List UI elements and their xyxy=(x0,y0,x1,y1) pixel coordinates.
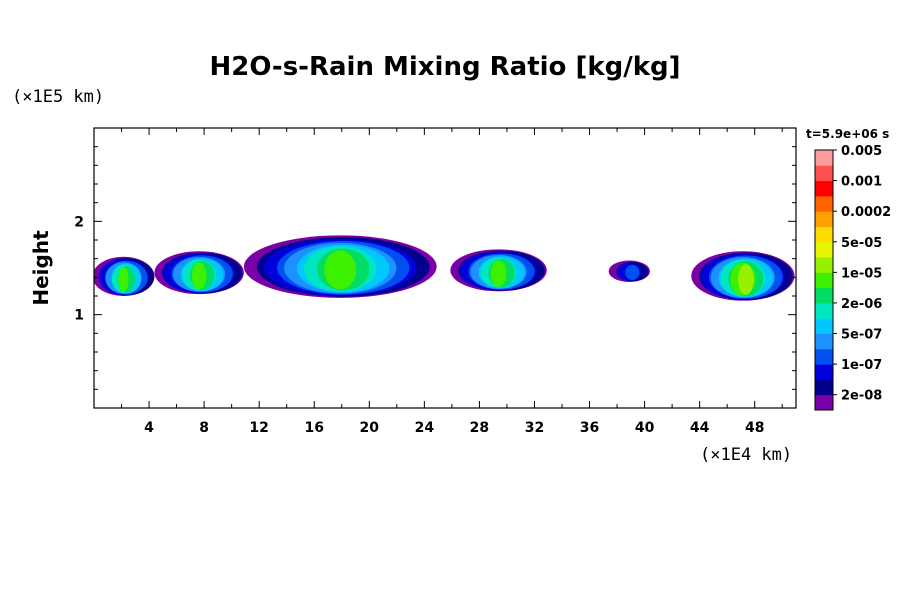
colorbar-label: 0.005 xyxy=(841,144,882,159)
rain-field xyxy=(94,235,795,301)
colorbar-label: 5e-07 xyxy=(841,328,882,343)
colorbar-swatch xyxy=(815,165,833,182)
x-tick-label: 36 xyxy=(580,420,599,436)
colorbar: 2e-08 1e-07 5e-07 2e-06 1e-05 5e-05 0.0002 0.00… xyxy=(814,144,891,411)
colorbar-swatch xyxy=(815,272,833,289)
colorbar-swatch xyxy=(815,318,833,335)
colorbar-frame xyxy=(814,149,834,411)
x-tick-label: 32 xyxy=(525,420,544,436)
plot-frame xyxy=(93,127,797,409)
colorbar-swatch xyxy=(815,211,833,227)
x-tick-label: 48 xyxy=(745,420,764,436)
rain-cell-level xyxy=(191,262,207,290)
y-unit-label: (×1E5 km) xyxy=(12,87,104,107)
x-tick-label: 8 xyxy=(199,420,209,436)
x-tick-label: 16 xyxy=(304,420,323,436)
chart-title: H2O-s-Rain Mixing Ratio [kg/kg] xyxy=(209,52,680,82)
colorbar-label: 1e-07 xyxy=(841,358,882,373)
colorbar-swatch xyxy=(815,287,833,304)
x-tick-label: 40 xyxy=(635,420,655,436)
x-tick-label: 28 xyxy=(470,420,489,436)
rain-cell-level xyxy=(625,264,640,281)
x-unit-label: (×1E4 km) xyxy=(700,445,792,465)
x-tick-label: 20 xyxy=(360,420,380,436)
colorbar-swatch xyxy=(815,333,833,350)
colorbar-swatch xyxy=(815,364,833,380)
colorbar-label: 5e-05 xyxy=(841,236,882,251)
colorbar-swatch xyxy=(815,226,833,243)
x-tick-label: 24 xyxy=(415,420,435,436)
colorbar-label: 0.001 xyxy=(841,175,882,190)
colorbar-swatch xyxy=(815,195,833,212)
colorbar-swatch xyxy=(815,180,833,197)
rain-cell-level xyxy=(324,250,357,290)
colorbar-swatch xyxy=(815,150,833,166)
colorbar-swatch xyxy=(815,348,833,365)
x-tick-label: 4 xyxy=(144,420,154,436)
rain-cell-level xyxy=(118,267,129,292)
colorbar-swatch xyxy=(815,394,833,411)
colorbar-label: 2e-06 xyxy=(841,297,882,312)
colorbar-swatch xyxy=(815,241,833,258)
colorbar-label: 2e-08 xyxy=(841,389,882,404)
colorbar-swatch xyxy=(815,379,833,396)
colorbar-label: 0.0002 xyxy=(841,205,891,220)
colorbar-swatch xyxy=(815,302,833,319)
x-tick-label: 44 xyxy=(690,420,710,436)
rain-cell-level xyxy=(738,264,754,295)
time-label: t=5.9e+06 s xyxy=(806,127,889,141)
x-tick-label: 12 xyxy=(249,420,268,436)
y-tick-label: 2 xyxy=(74,214,84,230)
colorbar-swatch xyxy=(815,257,833,273)
rain-cell-level xyxy=(490,260,507,287)
y-tick-label: 1 xyxy=(74,308,84,324)
colorbar-label: 1e-05 xyxy=(841,266,882,281)
y-axis-label: Height xyxy=(29,230,53,306)
